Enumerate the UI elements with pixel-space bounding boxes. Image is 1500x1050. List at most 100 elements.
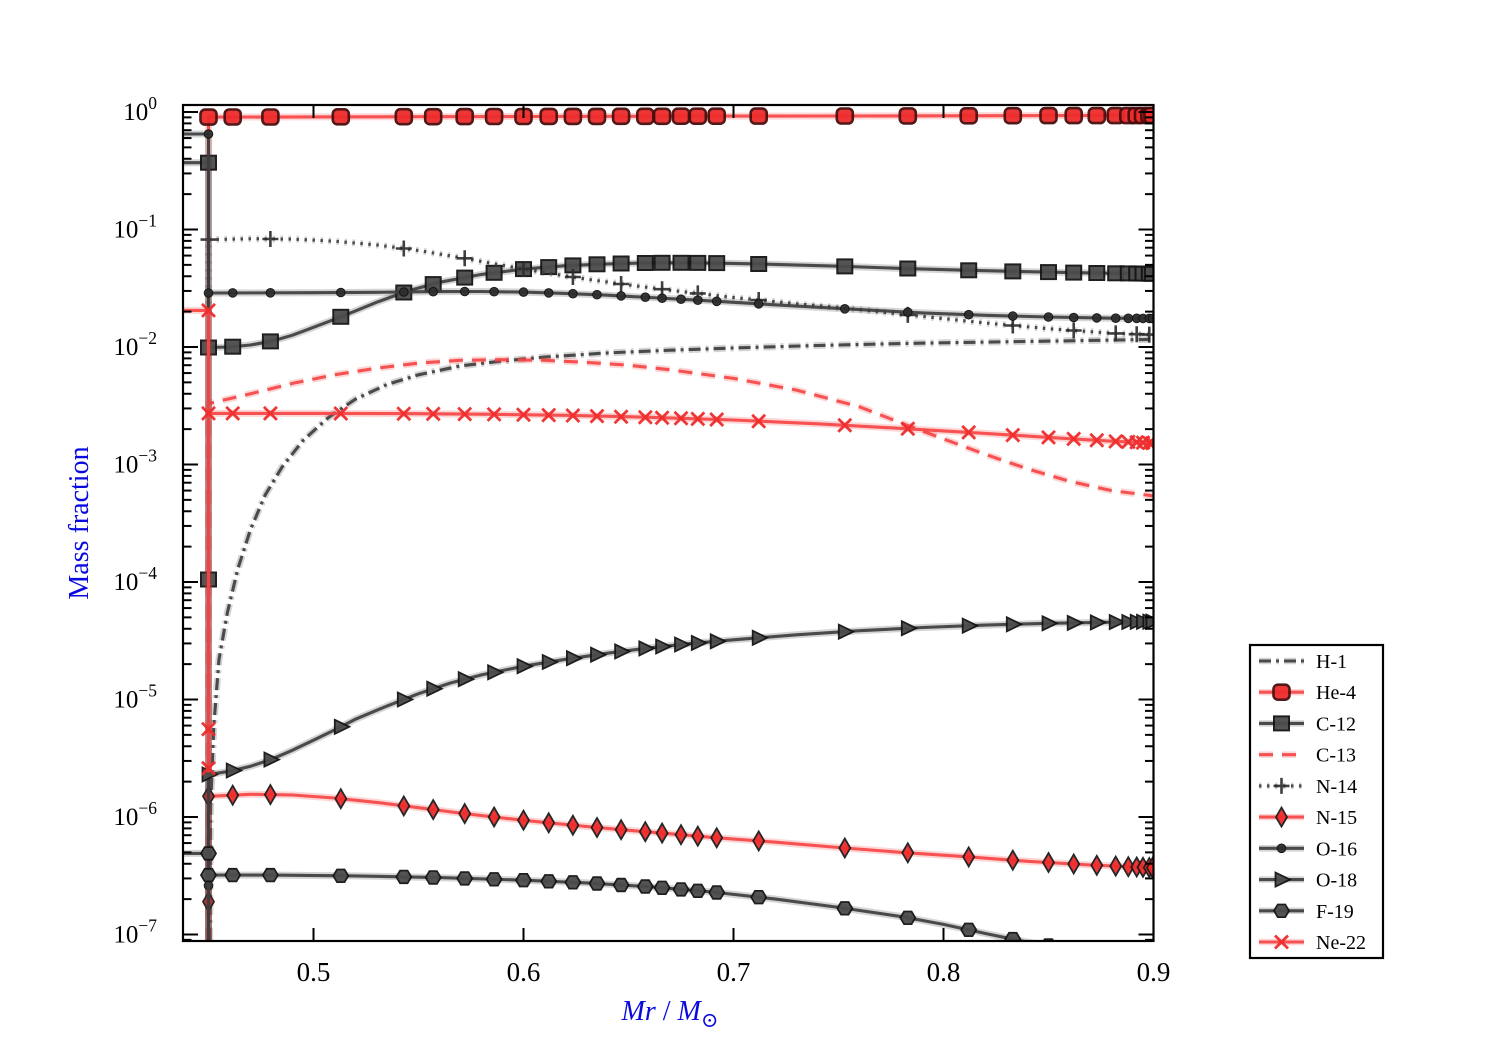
x-tick-label: 0.8 [927,957,961,987]
data-marker-x [425,406,441,422]
data-marker-x [637,409,653,425]
data-marker-diamond [1006,848,1020,872]
series-H-1 [206,335,1154,940]
data-marker-plus [613,276,630,292]
y-tick-label: 10−6 [113,798,157,831]
data-marker-square [672,254,690,271]
x-tick-label: 0.5 [297,957,331,987]
data-marker-dot [640,292,651,303]
data-marker-dot [839,303,850,314]
data-marker-dot [753,298,764,309]
data-marker-diamond [752,829,766,853]
data-marker-square [261,333,279,350]
legend-box [1248,643,1385,960]
data-marker-square [836,258,854,275]
data-marker-triangleright [1066,614,1085,632]
data-marker-x [751,413,767,429]
legend: H-1 He-4 C-12 C-13 N-14 N-15 O-16 O-18 F-19 Ne-22 [1248,643,1385,960]
data-marker-plus [564,269,581,285]
legend-label: F-19 [1316,901,1354,923]
legend-label: N-14 [1316,776,1357,798]
data-marker-dot [518,287,529,297]
data-marker-x [690,411,706,427]
data-marker-roundsquare [484,107,504,126]
data-marker-dot [692,295,703,306]
data-marker-x [1108,433,1124,449]
legend-label: H-1 [1316,651,1347,673]
data-marker-hexagon [1272,903,1291,918]
data-marker-dot [1043,312,1054,322]
data-marker-triangleright [1005,615,1024,633]
data-marker-square [456,269,474,286]
data-marker-roundsquare [688,107,708,125]
data-marker-diamond [487,805,501,829]
series-N-15 [201,783,1154,941]
data-marker-x [541,407,557,423]
data-marker-square [1004,263,1022,280]
data-marker-triangleright [541,653,560,671]
data-marker-hexagon [672,882,690,897]
data-marker-dot [335,287,346,298]
data-marker-x [457,406,473,422]
legend-item-He-4: He-4 [1259,682,1356,704]
data-marker-x [1129,434,1145,450]
data-marker-square [540,259,558,276]
data-marker-x [1041,429,1056,445]
data-marker-x [225,405,241,421]
data-marker-roundsquare [223,108,242,126]
data-marker-hexagon [612,877,630,893]
data-marker-diamond [962,845,976,869]
legend-item-H-1: H-1 [1259,651,1347,673]
y-tick-label: 10−3 [113,446,157,479]
data-marker-x [1141,435,1154,451]
data-marker-triangleright [590,646,608,664]
data-marker-triangleright [516,657,535,675]
data-marker-dot [428,286,439,297]
data-marker-square [332,308,350,325]
legend-label: C-13 [1316,745,1356,767]
data-marker-square [1065,264,1083,281]
y-tick-label: 10−5 [113,681,157,714]
data-marker-roundsquare [1003,106,1023,125]
data-marker-x [900,421,916,437]
y-tick-label: 10−2 [113,328,157,361]
data-marker-roundsquare [455,107,475,126]
data-marker-triangleright [396,691,415,708]
data-marker-dot [459,286,470,297]
data-marker-dot [227,288,238,298]
data-marker-roundsquare [199,108,218,126]
data-marker-square [485,264,503,281]
data-marker-plus [515,261,532,277]
data-marker-triangleright [457,670,476,688]
data-marker-roundsquare [749,107,769,125]
x-tick-label: 0.6 [507,957,541,987]
data-marker-roundsquare [563,107,583,126]
data-marker-hexagon [836,901,854,916]
data-marker-square [1273,715,1290,732]
data-marker-roundsquare [1087,106,1107,125]
data-marker-diamond [566,813,580,837]
series-O-16 [183,129,1154,891]
data-marker-dot [676,294,686,305]
x-tick-label: 0.7 [717,957,751,987]
data-marker-diamond [590,816,604,839]
data-marker-dot [1123,313,1134,324]
data-marker-diamond [458,802,472,825]
series-F-19 [183,846,1055,941]
data-marker-triangleright [333,718,352,736]
legend-item-N-14: N-14 [1259,776,1357,798]
data-marker-dot [543,288,554,298]
data-marker-dot [203,288,214,298]
data-marker-diamond [1067,852,1081,876]
data-marker-x [1066,431,1082,447]
data-marker-x [396,406,412,422]
data-marker-triangleright [837,623,856,641]
data-marker-triangleright [614,642,632,660]
data-marker-dot [489,286,499,297]
plot-area [183,106,1154,941]
y-tick-label: 10−1 [113,211,157,244]
data-marker-roundsquare [261,108,280,126]
data-marker-diamond [1109,854,1123,878]
legend-label: He-4 [1316,682,1356,704]
